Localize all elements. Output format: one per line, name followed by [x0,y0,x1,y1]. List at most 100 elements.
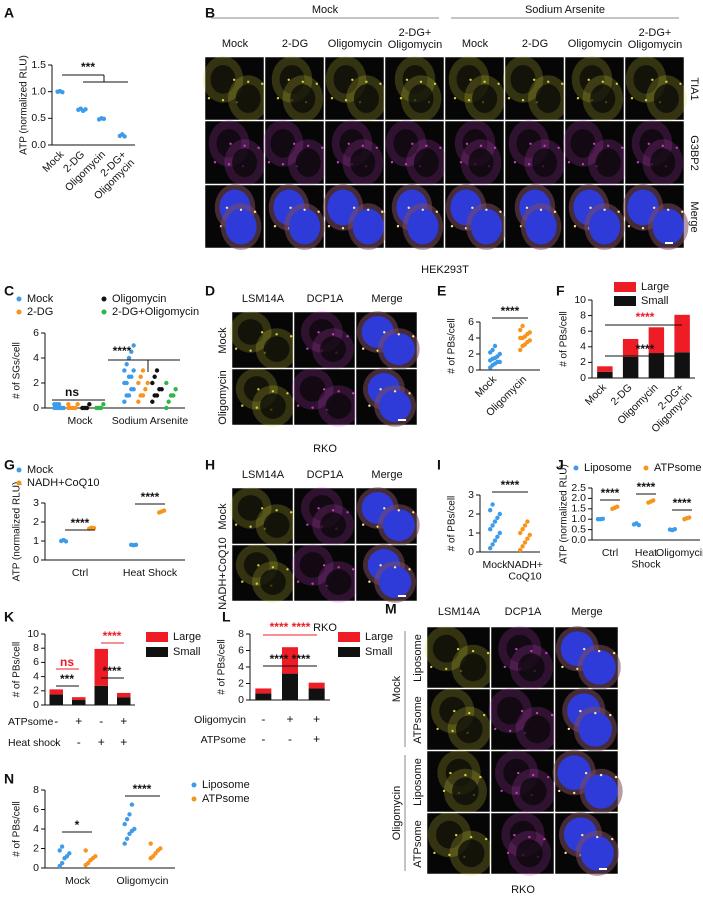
legend-marker [191,782,197,788]
bar-segment [648,353,665,378]
data-point [127,831,132,837]
granule [257,388,260,391]
granule [379,564,382,567]
granule [532,78,536,81]
granule [611,837,614,841]
column-label: DCP1A [307,469,344,481]
nucleus-shadow [516,839,543,868]
bar-segment [255,688,272,694]
condition-value: + [313,732,320,746]
annotation: **** [113,344,132,358]
panel-letter: K [4,609,14,625]
data-point [126,393,132,398]
panel-letter: D [205,283,215,299]
granule [630,97,634,100]
granule [327,225,331,228]
nucleus-shadow [243,376,270,402]
data-point [91,525,97,531]
granule [260,507,264,510]
y-tick-label: 1 [33,535,39,547]
granule [614,775,618,779]
image-caption: RKO [511,884,535,896]
nucleus-shadow [472,84,498,113]
data-point [150,380,155,386]
data-point [687,515,692,520]
granule [530,649,533,653]
granule [317,331,320,334]
nucleus-shadow [320,512,346,538]
x-tick-label: Heat Shock [631,547,661,571]
y-tick-label: 1.5 [31,59,46,71]
data-point [136,399,141,404]
bar-segment [308,682,325,689]
granule [450,225,454,228]
panel-letter: J [556,457,564,473]
data-point [73,405,78,411]
legend-label: Small [365,646,393,658]
y-tick-label: 0.0 [571,534,586,546]
y-tick-label: 4 [468,332,474,344]
x-tick-label: Mock [583,381,610,408]
condition-value: - [77,735,81,749]
y-tick-label: 0 [580,372,586,384]
granule [433,851,436,855]
granule [344,99,348,102]
granule [561,665,564,669]
y-axis-label: # of PBs/cell [217,639,228,695]
y-tick-label: 0.5 [571,523,586,535]
data-point [520,527,525,532]
granule [425,144,428,147]
annotation: **** [103,629,122,643]
bar-segment [49,689,63,695]
granule [667,208,670,211]
granule [445,667,448,671]
nucleus-shadow [519,777,547,806]
data-point [171,393,176,398]
panel-letter: F [556,283,565,299]
nucleus-shadow [320,336,346,362]
data-point [122,841,127,846]
granule [430,665,433,669]
granule [471,206,474,209]
row-label: G3BP2 [688,135,700,170]
granule [301,80,304,83]
legend-swatch [614,282,636,292]
data-point [492,538,498,543]
granule [234,523,238,526]
data-point [140,368,146,373]
granule [321,146,324,149]
panel-letter: E [437,283,446,299]
nucleus-shadow [503,758,530,787]
nucleus-shadow [535,84,561,113]
y-tick-label: 2 [33,377,39,389]
condition-label: ATPsome [8,716,53,728]
annotation: **** [133,782,152,796]
granule [227,163,231,166]
data-point [143,387,148,392]
row-label: NADH+CoQ10 [217,537,229,609]
granule [529,142,532,145]
granule [464,773,467,777]
granule [234,347,238,350]
nucleus-shadow [353,84,379,113]
granule [644,99,648,102]
annotation: **** [71,516,90,530]
granule [500,789,503,793]
data-point [98,405,104,411]
granule [579,709,582,713]
nucleus [578,711,612,747]
data-point [522,523,528,528]
data-point [61,405,66,411]
y-tick-label: 3 [33,497,39,509]
granule [471,649,475,653]
row-label: Liposome [412,758,424,806]
granule [573,225,577,228]
y-axis-label: ATP (normalized RLU) [559,464,570,564]
nucleus-shadow [333,65,359,94]
data-point [83,848,88,853]
granule [483,80,486,83]
legend-label: NADH+CoQ10 [27,477,99,489]
legend-marker [16,480,22,486]
granule [361,523,365,526]
group-label: Sodium Arsenite [525,4,605,16]
